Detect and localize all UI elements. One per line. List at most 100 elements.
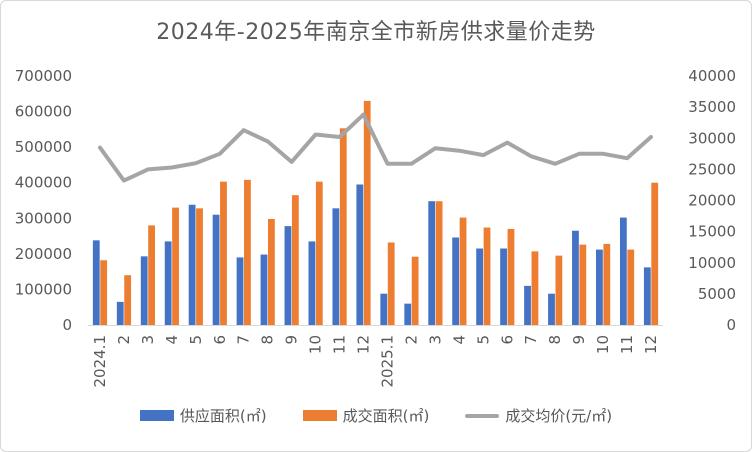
x-tick-label: 2025.1 bbox=[378, 335, 396, 388]
bar-supply bbox=[643, 267, 651, 325]
x-tick-label: 2024.1 bbox=[91, 335, 109, 388]
bar-deal-area bbox=[124, 275, 132, 325]
x-tick-label: 5 bbox=[187, 335, 205, 345]
legend-label-supply: 供应面积(㎡) bbox=[179, 407, 267, 425]
legend-label-deal-area: 成交面积(㎡) bbox=[342, 407, 430, 425]
x-tick-label: 9 bbox=[283, 335, 301, 345]
bar-supply bbox=[92, 240, 100, 325]
bar-deal-area bbox=[579, 244, 587, 325]
bar-deal-area bbox=[291, 195, 299, 325]
x-tick-label: 2 bbox=[402, 335, 420, 345]
bar-deal-area bbox=[651, 182, 659, 325]
x-tick-label: 8 bbox=[259, 335, 277, 345]
legend-item-deal-area: 成交面积(㎡) bbox=[302, 405, 430, 426]
y-left-tick-label: 700000 bbox=[15, 67, 72, 85]
bar-supply bbox=[236, 257, 244, 325]
y-left-tick-label: 0 bbox=[62, 316, 72, 334]
bar-supply bbox=[260, 254, 268, 325]
x-tick-label: 10 bbox=[594, 335, 612, 354]
y-left-tick-label: 100000 bbox=[15, 280, 72, 298]
x-tick-label: 3 bbox=[139, 335, 157, 345]
x-tick-label: 5 bbox=[474, 335, 492, 345]
bar-supply bbox=[524, 285, 531, 325]
bar-supply bbox=[428, 201, 436, 325]
bar-supply bbox=[308, 241, 316, 325]
y-left-tick-label: 400000 bbox=[15, 174, 72, 192]
bar-deal-area bbox=[459, 217, 467, 325]
x-tick-label: 8 bbox=[546, 335, 564, 345]
y-right-tick-label: 25000 bbox=[688, 160, 736, 178]
bar-deal-area bbox=[148, 225, 155, 325]
bar-deal-area bbox=[507, 228, 515, 325]
bar-deal-area bbox=[315, 181, 323, 325]
bar-supply bbox=[212, 214, 220, 325]
bar-deal-area bbox=[531, 251, 539, 325]
x-tick-label: 3 bbox=[426, 335, 444, 345]
bar-supply bbox=[404, 303, 412, 325]
legend-item-supply: 供应面积(㎡) bbox=[139, 405, 267, 426]
x-tick-label: 11 bbox=[618, 335, 636, 354]
legend-swatch-supply bbox=[139, 410, 174, 421]
bar-deal-area bbox=[267, 218, 275, 325]
bar-deal-area bbox=[603, 243, 611, 325]
x-tick-label: 4 bbox=[450, 335, 468, 345]
y-left-tick-label: 500000 bbox=[15, 138, 72, 156]
y-right-tick-label: 10000 bbox=[688, 254, 736, 272]
bar-supply bbox=[452, 237, 460, 325]
x-tick-label: 4 bbox=[163, 335, 181, 345]
bar-supply bbox=[619, 217, 627, 325]
bar-deal-area bbox=[483, 227, 491, 325]
chart-title: 2024年-2025年南京全市新房供求量价走势 bbox=[156, 20, 596, 45]
y-right-tick-label: 5000 bbox=[698, 285, 736, 303]
bar-supply bbox=[356, 184, 364, 325]
bar-deal-area bbox=[339, 128, 347, 325]
x-tick-label: 7 bbox=[522, 335, 540, 345]
bar-deal-area bbox=[363, 100, 371, 326]
legend-swatch-avg-price bbox=[465, 413, 500, 418]
y-right-tick-label: 20000 bbox=[688, 192, 736, 210]
bar-deal-area bbox=[172, 207, 179, 325]
x-tick-label: 12 bbox=[642, 335, 660, 354]
legend-swatch-deal-area bbox=[302, 410, 337, 421]
x-tick-label: 11 bbox=[331, 335, 349, 354]
bar-deal-area bbox=[244, 179, 251, 325]
legend-item-avg-price: 成交均价(元/㎡) bbox=[465, 405, 612, 426]
y-right-tick-label: 0 bbox=[726, 316, 736, 334]
y-left-tick-label: 300000 bbox=[15, 209, 72, 227]
bar-deal-area bbox=[411, 256, 419, 325]
bar-deal-area bbox=[435, 201, 443, 325]
chart-legend: 供应面积(㎡) 成交面积(㎡) 成交均价(元/㎡) bbox=[0, 405, 752, 426]
x-tick-label: 12 bbox=[355, 335, 373, 354]
bar-deal-area bbox=[555, 255, 563, 325]
bar-deal-area bbox=[627, 249, 635, 325]
y-left-tick-label: 200000 bbox=[15, 245, 72, 263]
line-avg-price bbox=[98, 112, 653, 183]
bar-supply bbox=[116, 301, 124, 325]
y-right-tick-label: 35000 bbox=[688, 98, 736, 116]
x-tick-label: 7 bbox=[235, 335, 253, 345]
bar-supply bbox=[332, 208, 340, 325]
bar-supply bbox=[284, 226, 292, 325]
bar-supply bbox=[500, 248, 507, 325]
bar-supply bbox=[548, 293, 555, 325]
y-left-tick-label: 600000 bbox=[15, 103, 72, 121]
bar-supply bbox=[476, 248, 484, 325]
y-right-tick-label: 15000 bbox=[688, 223, 736, 241]
y-right-tick-label: 40000 bbox=[688, 67, 736, 85]
legend-label-avg-price: 成交均价(元/㎡) bbox=[505, 407, 613, 425]
x-tick-label: 6 bbox=[498, 335, 516, 345]
x-tick-label: 2 bbox=[115, 335, 133, 345]
x-tick-label: 6 bbox=[211, 335, 229, 345]
bar-supply bbox=[596, 249, 603, 325]
bar-supply bbox=[380, 293, 388, 325]
bar-deal-area bbox=[100, 260, 108, 325]
bar-supply bbox=[572, 230, 579, 325]
bar-supply bbox=[140, 256, 148, 325]
x-tick-label: 10 bbox=[307, 335, 325, 354]
y-right-tick-label: 30000 bbox=[688, 129, 736, 147]
bar-supply bbox=[188, 204, 196, 325]
x-tick-label: 9 bbox=[570, 335, 588, 345]
bar-supply bbox=[164, 241, 172, 325]
bar-deal-area bbox=[196, 208, 203, 325]
